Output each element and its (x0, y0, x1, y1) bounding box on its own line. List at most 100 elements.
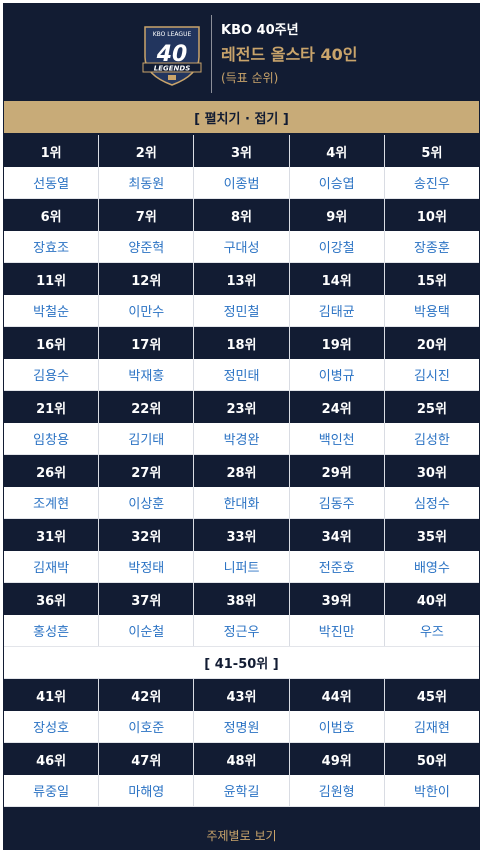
player-name-link[interactable]: 니퍼트 (194, 551, 290, 582)
player-name-link[interactable]: 임창용 (4, 423, 100, 454)
player-name-link[interactable]: 윤학길 (194, 775, 290, 806)
player-name-link[interactable]: 마해영 (99, 775, 195, 806)
player-row: 박철순 이만수 정민철 김태균 박용택 (4, 295, 480, 327)
rank-label: 38위 (194, 583, 290, 615)
rank-label: 25위 (384, 391, 480, 423)
rank-label: 2위 (99, 135, 195, 167)
player-name-link[interactable]: 김용수 (4, 359, 100, 390)
rank-label: 30위 (384, 455, 480, 487)
player-name-link[interactable]: 구대성 (194, 231, 290, 262)
player-name-link[interactable]: 박철순 (4, 295, 100, 326)
rank-row: 46위 47위 48위 49위 50위 (4, 743, 480, 775)
rank-label: 42위 (99, 679, 195, 711)
player-name-link[interactable]: 이상훈 (99, 487, 195, 518)
player-name-link[interactable]: 김원형 (289, 775, 385, 806)
rank-row: 11위 12위 13위 14위 15위 (4, 263, 480, 295)
rank-label: 24위 (289, 391, 385, 423)
player-name-link[interactable]: 박용택 (384, 295, 480, 326)
player-name-link[interactable]: 홍성흔 (4, 615, 100, 646)
player-row: 조계현 이상훈 한대화 김동주 심정수 (4, 487, 480, 519)
svg-text:KBO LEAGUE: KBO LEAGUE (153, 31, 192, 38)
player-row: 류중일 마해영 윤학길 김원형 박한이 (4, 775, 480, 807)
rank-label: 6위 (4, 199, 100, 231)
rank-label: 33위 (194, 519, 290, 551)
player-name-link[interactable]: 김태균 (289, 295, 385, 326)
player-name-link[interactable]: 한대화 (194, 487, 290, 518)
player-row: 김재박 박정태 니퍼트 전준호 배영수 (4, 551, 480, 583)
player-name-link[interactable]: 이범호 (289, 711, 385, 742)
expand-collapse-toggle[interactable]: [ 펼치기 · 접기 ] (4, 101, 479, 133)
player-name-link[interactable]: 박진만 (289, 615, 385, 646)
player-name-link[interactable]: 이종범 (194, 167, 290, 198)
player-name-link[interactable]: 장종훈 (384, 231, 480, 262)
player-name-link[interactable]: 전준호 (289, 551, 385, 582)
rank-label: 47위 (99, 743, 195, 775)
rank-row: 6위 7위 8위 9위 10위 (4, 199, 480, 231)
player-name-link[interactable]: 박재홍 (99, 359, 195, 390)
player-name-link[interactable]: 김성한 (384, 423, 480, 454)
svg-text:LEGENDS: LEGENDS (154, 65, 190, 73)
player-name-link[interactable]: 김시진 (384, 359, 480, 390)
player-name-link[interactable]: 이승엽 (289, 167, 385, 198)
player-name-link[interactable]: 송진우 (384, 167, 480, 198)
player-name-link[interactable]: 김재박 (4, 551, 100, 582)
rank-label: 19위 (289, 327, 385, 359)
view-by-topic-link[interactable]: 주제별로 보기 (206, 828, 277, 843)
rank-label: 50위 (384, 743, 480, 775)
rank-label: 12위 (99, 263, 195, 295)
player-name-link[interactable]: 우즈 (384, 615, 480, 646)
rank-label: 5위 (384, 135, 480, 167)
player-name-link[interactable]: 이만수 (99, 295, 195, 326)
rank-label: 31위 (4, 519, 100, 551)
player-name-link[interactable]: 이순철 (99, 615, 195, 646)
player-name-link[interactable]: 이강철 (289, 231, 385, 262)
rank-label: 26위 (4, 455, 100, 487)
rank-label: 8위 (194, 199, 290, 231)
player-name-link[interactable]: 류중일 (4, 775, 100, 806)
rank-label: 34위 (289, 519, 385, 551)
player-name-link[interactable]: 장성호 (4, 711, 100, 742)
player-name-link[interactable]: 정명원 (194, 711, 290, 742)
rank-label: 4위 (289, 135, 385, 167)
rank-label: 15위 (384, 263, 480, 295)
rank-label: 28위 (194, 455, 290, 487)
player-name-link[interactable]: 박정태 (99, 551, 195, 582)
player-name-link[interactable]: 이호준 (99, 711, 195, 742)
rank-label: 37위 (99, 583, 195, 615)
player-row: 임창용 김기태 박경완 백인천 김성한 (4, 423, 480, 455)
player-name-link[interactable]: 김재현 (384, 711, 480, 742)
player-name-link[interactable]: 박경완 (194, 423, 290, 454)
player-name-link[interactable]: 선동열 (4, 167, 100, 198)
player-name-link[interactable]: 양준혁 (99, 231, 195, 262)
rank-label: 21위 (4, 391, 100, 423)
player-name-link[interactable]: 김기태 (99, 423, 195, 454)
rank-label: 17위 (99, 327, 195, 359)
player-name-link[interactable]: 정근우 (194, 615, 290, 646)
section-41-50-label: [ 41-50위 ] (4, 647, 479, 679)
rank-row: 21위 22위 23위 24위 25위 (4, 391, 480, 423)
player-name-link[interactable]: 장효조 (4, 231, 100, 262)
player-row: 장성호 이호준 정명원 이범호 김재현 (4, 711, 480, 743)
player-name-link[interactable]: 조계현 (4, 487, 100, 518)
rank-row: 31위 32위 33위 34위 35위 (4, 519, 480, 551)
player-name-link[interactable]: 최동원 (99, 167, 195, 198)
player-name-link[interactable]: 심정수 (384, 487, 480, 518)
player-name-link[interactable]: 박한이 (384, 775, 480, 806)
player-name-link[interactable]: 정민철 (194, 295, 290, 326)
player-name-link[interactable]: 김동주 (289, 487, 385, 518)
rank-row: 41위 42위 43위 44위 45위 (4, 679, 480, 711)
player-name-link[interactable]: 배영수 (384, 551, 480, 582)
player-name-link[interactable]: 정민태 (194, 359, 290, 390)
rank-row: 1위 2위 3위 4위 5위 (4, 135, 480, 167)
rank-row: 26위 27위 28위 29위 30위 (4, 455, 480, 487)
rank-label: 29위 (289, 455, 385, 487)
player-name-link[interactable]: 이병규 (289, 359, 385, 390)
rank-label: 16위 (4, 327, 100, 359)
player-row: 장효조 양준혁 구대성 이강철 장종훈 (4, 231, 480, 263)
player-name-link[interactable]: 백인천 (289, 423, 385, 454)
ranking-grid: 1위 2위 3위 4위 5위 선동열 최동원 이종범 이승엽 송진우 6위 7위 8위 9위 10위 장효조 양… (4, 135, 480, 807)
rank-label: 36위 (4, 583, 100, 615)
rank-label: 45위 (384, 679, 480, 711)
rank-label: 27위 (99, 455, 195, 487)
rank-label: 22위 (99, 391, 195, 423)
